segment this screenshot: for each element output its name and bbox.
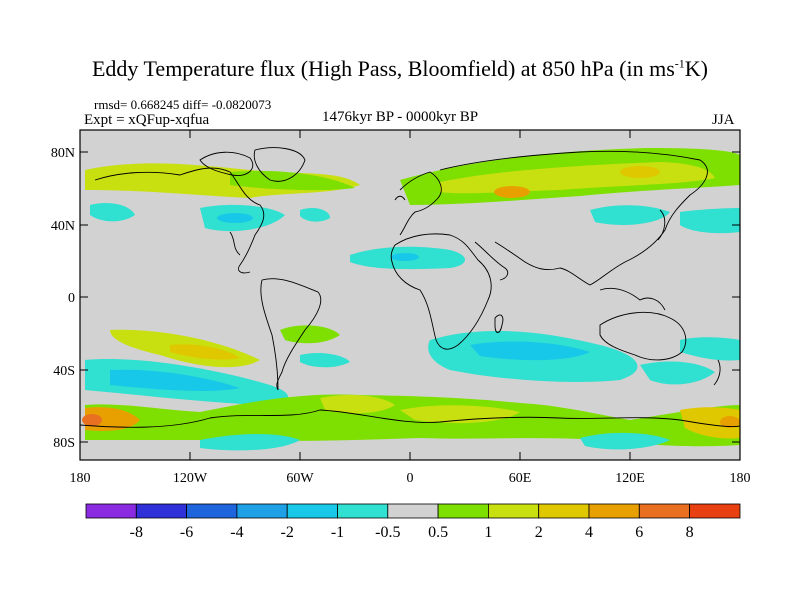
field-blob xyxy=(90,203,135,222)
lat-label-0: 0 xyxy=(68,291,75,306)
colorbar-swatch xyxy=(689,503,741,519)
coastline-africa xyxy=(390,233,492,350)
colorbar-label: -4 xyxy=(230,524,243,541)
coastline-japan xyxy=(657,209,666,241)
coastline-florida xyxy=(229,231,241,256)
colorbar-swatch xyxy=(588,503,640,519)
lat-label-40n: 40N xyxy=(51,219,75,234)
colorbar-swatch xyxy=(286,503,338,519)
experiment-label: Expt = xQFup-xqfua xyxy=(84,112,210,128)
coastline-arabia xyxy=(474,241,509,281)
lon-label-180e: 180 xyxy=(730,471,751,486)
field-blob xyxy=(170,344,240,360)
lon-label-0: 0 xyxy=(407,471,414,486)
coastline-madagascar xyxy=(494,314,504,333)
coastline-antarctica xyxy=(80,409,740,428)
field-blob xyxy=(680,337,740,361)
colorbar: -8 -6 -4 -2 -1 -0.5 0.5 1 2 4 6 8 xyxy=(85,503,741,541)
field-blob xyxy=(217,213,253,223)
lon-label-120e: 120E xyxy=(615,471,645,486)
colorbar-swatch xyxy=(85,503,137,519)
colorbar-label: 2 xyxy=(535,524,543,541)
coastlines xyxy=(80,147,740,428)
lon-label-60e: 60E xyxy=(509,471,532,486)
field-blob xyxy=(320,394,395,414)
lon-label-120w: 120W xyxy=(173,471,208,486)
field-blob xyxy=(680,407,740,439)
colorbar-label: 6 xyxy=(635,524,643,541)
colorbar-label: -6 xyxy=(180,524,193,541)
stats-line: rmsd= 0.668245 diff= -0.0820073 xyxy=(94,97,272,112)
field-blob xyxy=(230,170,355,191)
plot-title: Eddy Temperature flux (High Pass, Bloomf… xyxy=(0,56,800,82)
coastline-south-america-west xyxy=(260,279,279,391)
colorbar-swatch xyxy=(487,503,540,519)
colorbar-label: -8 xyxy=(130,524,143,541)
lat-label-80n: 80N xyxy=(51,146,75,161)
colorbar-swatch xyxy=(236,503,288,519)
colorbar-swatch xyxy=(538,503,590,519)
field-blob xyxy=(640,361,715,385)
title-tail: K) xyxy=(684,56,708,81)
field-blob xyxy=(470,341,590,361)
period-label: 1476kyr BP - 0000kyr BP xyxy=(322,109,479,125)
colorbar-swatch xyxy=(186,503,238,519)
colorbar-label: -1 xyxy=(331,524,344,541)
map-field xyxy=(80,130,740,460)
field-blob xyxy=(85,394,740,447)
field-blob xyxy=(300,352,350,368)
field-blob xyxy=(82,414,102,426)
colorbar-label: 4 xyxy=(585,524,593,541)
title-main: Eddy Temperature flux (High Pass, Bloomf… xyxy=(91,56,675,81)
colorbar-swatch xyxy=(437,503,489,519)
colorbar-label: 1 xyxy=(484,524,492,541)
field-blob xyxy=(590,205,670,225)
coastline-europe xyxy=(399,171,442,236)
colorbar-swatch xyxy=(135,503,188,519)
lon-label-180w: 180 xyxy=(70,471,91,486)
field-blob xyxy=(580,432,670,450)
title-superscript: -1 xyxy=(674,56,685,71)
colorbar-label: -0.5 xyxy=(375,524,400,541)
field-blob xyxy=(200,434,300,451)
colorbar-swatch xyxy=(337,503,389,519)
coastline-new-zealand xyxy=(713,359,721,386)
lon-ticks xyxy=(189,130,631,460)
colorbar-label: 8 xyxy=(686,524,694,541)
field-blob xyxy=(620,166,660,178)
coastline-greenland xyxy=(253,147,306,182)
coastline-indonesia xyxy=(599,287,666,311)
lon-label-60w: 60W xyxy=(286,471,314,486)
field-blob xyxy=(280,325,340,344)
colorbar-label: 0.5 xyxy=(428,524,448,541)
colorbar-swatch xyxy=(638,503,690,519)
field-blob xyxy=(494,186,530,198)
lat-label-80s: 80S xyxy=(53,436,75,451)
colorbar-label: -2 xyxy=(281,524,294,541)
field-blob xyxy=(680,208,740,234)
coastline-south-america xyxy=(261,278,322,391)
field-blob xyxy=(300,207,330,222)
colorbar-swatch xyxy=(387,503,439,519)
coastline-greenland-west xyxy=(199,151,254,176)
field-blob xyxy=(720,416,740,428)
field-blob xyxy=(85,407,140,431)
lat-ticks xyxy=(80,151,740,443)
field-blob xyxy=(110,369,240,392)
lat-label-40s: 40S xyxy=(53,364,75,379)
season-label: JJA xyxy=(712,112,735,128)
coastline-north-america xyxy=(94,167,265,274)
coastline-australia xyxy=(599,312,687,361)
field-blob xyxy=(391,253,419,261)
coastline-british-isles xyxy=(394,195,406,201)
